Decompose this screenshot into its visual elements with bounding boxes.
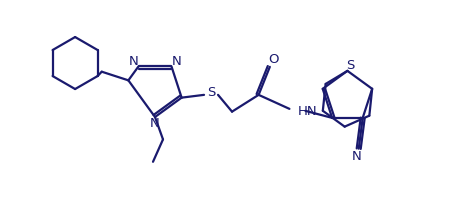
Text: O: O <box>269 53 279 66</box>
Text: N: N <box>352 150 362 163</box>
Text: N: N <box>150 116 160 129</box>
Text: N: N <box>171 55 181 68</box>
Text: HN: HN <box>297 105 317 118</box>
Text: S: S <box>207 86 215 99</box>
Text: N: N <box>129 55 139 68</box>
Text: S: S <box>346 59 355 72</box>
